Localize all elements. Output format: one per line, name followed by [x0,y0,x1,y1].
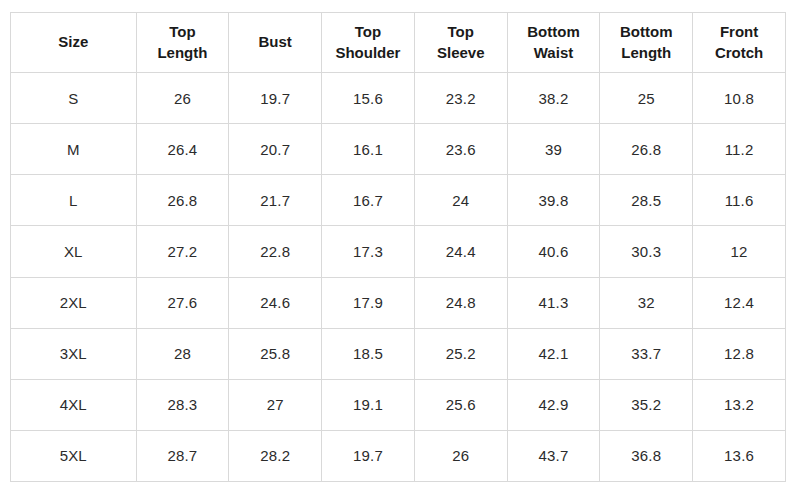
size-cell: S [11,73,137,124]
header-cell-bottom-length: Bottom Length [600,13,693,73]
header-cell-size: Size [11,13,137,73]
value-cell: 36.8 [600,430,693,481]
header-cell-top-length: Top Length [136,13,229,73]
size-cell: 2XL [11,277,137,328]
value-cell: 40.6 [507,226,600,277]
size-cell: XL [11,226,137,277]
table-row-xl: XL 27.2 22.8 17.3 24.4 40.6 30.3 12 [11,226,786,277]
value-cell: 42.1 [507,328,600,379]
value-cell: 12 [693,226,786,277]
size-cell: 3XL [11,328,137,379]
value-cell: 26.8 [136,175,229,226]
header-cell-front-crotch: Front Crotch [693,13,786,73]
value-cell: 41.3 [507,277,600,328]
header-cell-top-shoulder: Top Shoulder [322,13,415,73]
value-cell: 25.2 [414,328,507,379]
value-cell: 19.7 [229,73,322,124]
value-cell: 15.6 [322,73,415,124]
table-row-4xl: 4XL 28.3 27 19.1 25.6 42.9 35.2 13.2 [11,379,786,430]
value-cell: 26.4 [136,124,229,175]
value-cell: 33.7 [600,328,693,379]
value-cell: 12.8 [693,328,786,379]
size-cell: M [11,124,137,175]
value-cell: 17.3 [322,226,415,277]
value-cell: 12.4 [693,277,786,328]
value-cell: 42.9 [507,379,600,430]
value-cell: 24.8 [414,277,507,328]
value-cell: 21.7 [229,175,322,226]
header-cell-top-sleeve: Top Sleeve [414,13,507,73]
value-cell: 39 [507,124,600,175]
table-row-m: M 26.4 20.7 16.1 23.6 39 26.8 11.2 [11,124,786,175]
value-cell: 23.2 [414,73,507,124]
value-cell: 28.5 [600,175,693,226]
value-cell: 25 [600,73,693,124]
value-cell: 13.6 [693,430,786,481]
value-cell: 26.8 [600,124,693,175]
size-cell: 4XL [11,379,137,430]
value-cell: 27 [229,379,322,430]
value-cell: 27.2 [136,226,229,277]
value-cell: 35.2 [600,379,693,430]
table-row-l: L 26.8 21.7 16.7 24 39.8 28.5 11.6 [11,175,786,226]
value-cell: 22.8 [229,226,322,277]
value-cell: 43.7 [507,430,600,481]
value-cell: 25.6 [414,379,507,430]
value-cell: 18.5 [322,328,415,379]
value-cell: 26 [414,430,507,481]
value-cell: 24.6 [229,277,322,328]
table-row-3xl: 3XL 28 25.8 18.5 25.2 42.1 33.7 12.8 [11,328,786,379]
value-cell: 11.2 [693,124,786,175]
value-cell: 24 [414,175,507,226]
value-cell: 23.6 [414,124,507,175]
header-cell-bust: Bust [229,13,322,73]
size-chart-table: Size Top Length Bust Top Shoulder Top Sl… [10,12,786,482]
table-row-5xl: 5XL 28.7 28.2 19.7 26 43.7 36.8 13.6 [11,430,786,481]
value-cell: 26 [136,73,229,124]
value-cell: 25.8 [229,328,322,379]
value-cell: 27.6 [136,277,229,328]
value-cell: 28 [136,328,229,379]
table-row-s: S 26 19.7 15.6 23.2 38.2 25 10.8 [11,73,786,124]
value-cell: 19.7 [322,430,415,481]
value-cell: 16.7 [322,175,415,226]
value-cell: 16.1 [322,124,415,175]
value-cell: 10.8 [693,73,786,124]
table-row-2xl: 2XL 27.6 24.6 17.9 24.8 41.3 32 12.4 [11,277,786,328]
size-cell: 5XL [11,430,137,481]
header-row: Size Top Length Bust Top Shoulder Top Sl… [11,13,786,73]
value-cell: 28.3 [136,379,229,430]
value-cell: 24.4 [414,226,507,277]
size-chart-page: Size Top Length Bust Top Shoulder Top Sl… [0,0,800,500]
size-cell: L [11,175,137,226]
value-cell: 11.6 [693,175,786,226]
value-cell: 17.9 [322,277,415,328]
value-cell: 32 [600,277,693,328]
value-cell: 20.7 [229,124,322,175]
value-cell: 28.2 [229,430,322,481]
header-cell-bottom-waist: Bottom Waist [507,13,600,73]
value-cell: 28.7 [136,430,229,481]
value-cell: 30.3 [600,226,693,277]
value-cell: 13.2 [693,379,786,430]
value-cell: 38.2 [507,73,600,124]
value-cell: 19.1 [322,379,415,430]
value-cell: 39.8 [507,175,600,226]
